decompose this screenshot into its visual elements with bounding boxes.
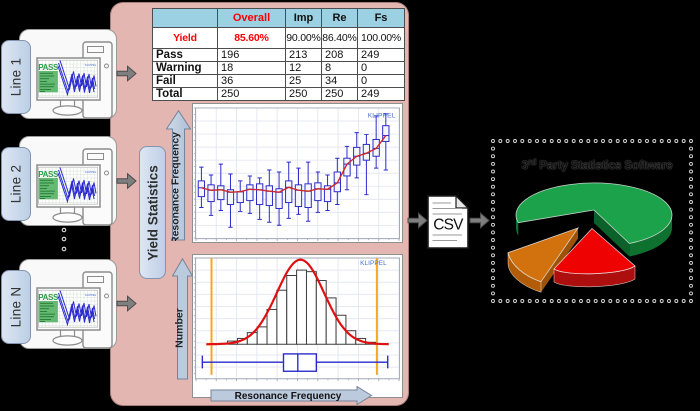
- svg-text:KLIPPEL: KLIPPEL: [360, 259, 387, 266]
- svg-text:Resonance Frequency: Resonance Frequency: [235, 391, 342, 402]
- svg-text:CSV: CSV: [433, 217, 464, 234]
- svg-text:Number: Number: [174, 308, 186, 348]
- svg-text:Resonance Frequency: Resonance Frequency: [170, 132, 182, 241]
- svg-text:KLIPPEL: KLIPPEL: [368, 112, 396, 119]
